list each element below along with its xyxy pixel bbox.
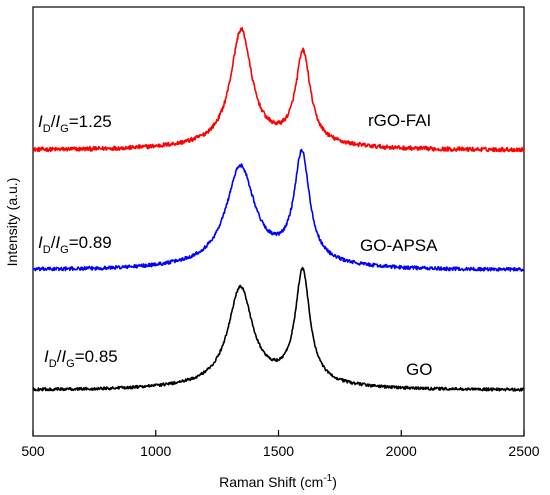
x-tick-label: 1000 xyxy=(140,443,171,459)
x-tick-label: 2000 xyxy=(386,443,417,459)
series-line-go xyxy=(32,266,525,392)
x-axis-ticks: 500 1000 1500 2000 2500 xyxy=(21,430,540,459)
plot-area: 500 1000 1500 2000 2500 xyxy=(21,6,540,459)
x-tick-label: 500 xyxy=(21,443,45,459)
ratio-annotation-go: ID/IG=0.85 xyxy=(44,347,118,370)
series-line-go-apsa xyxy=(32,148,525,272)
plot-frame xyxy=(32,6,525,437)
series-line-rgo-fai xyxy=(32,27,525,153)
x-axis-title: Raman Shift (cm-1) xyxy=(219,473,337,490)
series-label-rgo-fai: rGO-FAI xyxy=(368,111,431,130)
series-layer xyxy=(32,27,525,392)
ratio-annotation-rgo-fai: ID/IG=1.25 xyxy=(38,112,112,135)
x-tick-label: 2500 xyxy=(508,443,539,459)
series-label-go-apsa: GO-APSA xyxy=(360,236,438,255)
y-axis-title: Intensity (a.u.) xyxy=(4,178,20,267)
ratio-annotation-go-apsa: ID/IG=0.89 xyxy=(38,233,112,256)
series-label-go: GO xyxy=(406,360,432,379)
x-tick-label: 1500 xyxy=(263,443,294,459)
